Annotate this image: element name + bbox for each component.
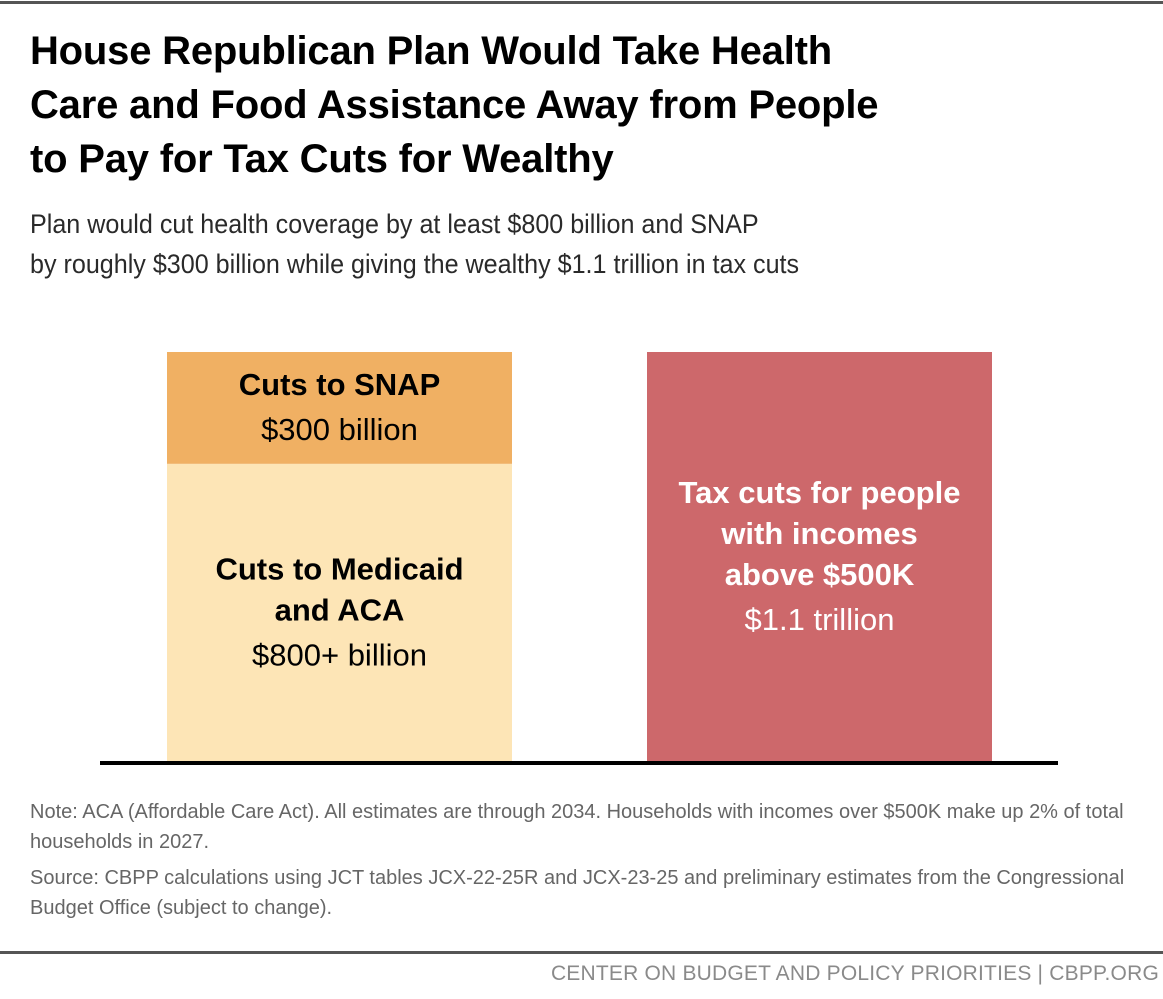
chart-baseline [100, 761, 1058, 765]
bar-label-snap: Cuts to SNAP [239, 367, 441, 402]
bar-segment-snap [167, 352, 512, 464]
bar-segment-medicaid [167, 463, 512, 762]
value-label-tax-cuts: $1.1 trillion [745, 602, 895, 637]
chart-subtitle: Plan would cut health coverage by at lea… [30, 204, 1072, 284]
bar-label-tax-cuts: Tax cuts for people [679, 475, 961, 510]
bar-label-tax-cuts: with incomes [720, 516, 917, 551]
subtitle-line: by roughly $300 billion while giving the… [30, 249, 800, 279]
source-text: Source: CBPP calculations using JCT tabl… [30, 867, 1125, 919]
top-rule [0, 1, 1163, 4]
bar-label-medicaid: and ACA [275, 592, 405, 627]
bar-label-tax-cuts: above $500K [725, 557, 915, 592]
subtitle-line: Plan would cut health coverage by at lea… [30, 209, 759, 239]
title-line: House Republican Plan Would Take Health [30, 29, 832, 73]
note-text: Note: ACA (Affordable Care Act). All est… [30, 801, 1124, 853]
value-label-snap: $300 billion [261, 412, 418, 447]
chart-title: House Republican Plan Would Take Health … [30, 24, 1150, 186]
bottom-rule [0, 951, 1163, 954]
footer-credit: CENTER ON BUDGET AND POLICY PRIORITIES |… [550, 962, 1159, 985]
bar-chart: Cuts to Medicaid and ACA $800+ billion Cuts… [100, 352, 1058, 765]
value-label-medicaid: $800+ billion [252, 637, 427, 672]
bar-label-medicaid: Cuts to Medicaid [215, 551, 463, 586]
notes: Note: ACA (Affordable Care Act). All est… [30, 797, 1130, 929]
title-line: Care and Food Assistance Away from Peopl… [30, 83, 879, 127]
bar-segment-tax-cuts [647, 352, 992, 762]
title-line: to Pay for Tax Cuts for Wealthy [30, 137, 614, 181]
